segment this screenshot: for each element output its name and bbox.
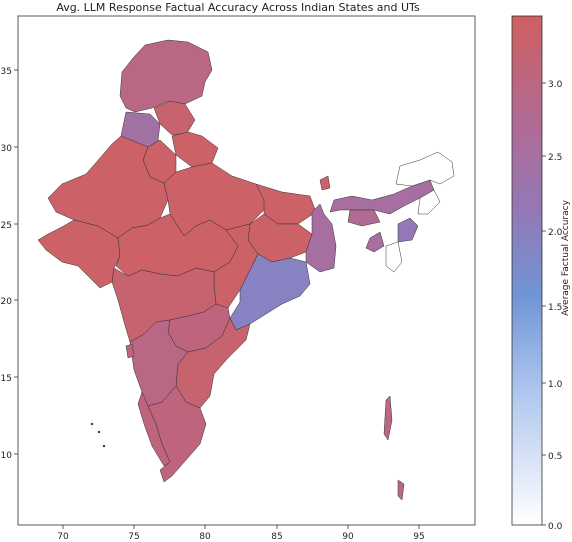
y-tick: 30 [1,144,18,154]
colorbar-tick-label: 0.0 [548,522,563,532]
region-andaman-nicobar [383,395,405,501]
x-tick: 80 [199,525,211,542]
region-tripura [365,231,385,253]
x-tick-label: 70 [57,532,69,542]
y-tick-label: 30 [1,144,13,154]
colorbar-tick-label: 3.0 [548,80,563,90]
colorbar: 0.0 0.5 1.0 1.5 2.0 2.5 3.0 Average Fact… [511,15,571,532]
y-axis: 35 30 25 20 15 10 [1,67,18,461]
chart-title: Avg. LLM Response Factual Accuracy Acros… [56,1,420,14]
region-mizoram [385,241,403,273]
colorbar-tick: 0.5 [542,452,562,462]
region-tamil-nadu [147,385,207,483]
colorbar-tick: 0.0 [542,522,563,532]
colorbar-tick-label: 1.0 [548,380,563,390]
region-nagaland [417,189,441,215]
x-tick-label: 85 [271,532,282,542]
x-tick-label: 80 [199,532,211,542]
y-tick: 20 [1,297,18,307]
colorbar-tick: 2.0 [542,228,563,238]
x-tick: 75 [128,525,140,542]
region-manipur [397,217,419,243]
lakshadweep-islet [102,444,106,448]
colorbar-tick-label: 0.5 [548,452,562,462]
colorbar-tick: 3.0 [542,80,563,90]
region-meghalaya [347,209,381,227]
x-tick: 85 [271,525,283,542]
colorbar-tick-label: 2.0 [548,228,563,238]
x-axis: 70 75 80 85 90 95 [57,525,425,542]
lakshadweep-islet [90,422,94,426]
colorbar-tick-label: 1.5 [548,303,562,313]
region-sikkim [319,175,331,191]
y-tick: 35 [1,67,18,77]
region-odisha [229,253,311,331]
y-tick-label: 25 [1,221,12,231]
y-tick: 10 [1,451,18,461]
x-tick-label: 75 [128,532,139,542]
region-himachal-pradesh [153,100,196,136]
colorbar-tick-label: 2.5 [548,153,562,163]
region-uttarakhand [171,131,219,168]
india-map [37,39,455,501]
x-tick-label: 90 [342,532,354,542]
x-tick-label: 95 [413,532,424,542]
region-goa [125,343,135,359]
x-tick: 70 [57,525,69,542]
region-arunachal-pradesh [395,151,455,187]
y-tick: 15 [1,374,18,384]
colorbar-tick: 1.5 [542,303,562,313]
region-west-bengal [305,203,337,273]
colorbar-tick: 2.5 [542,153,562,163]
colorbar-label: Average Factual Accuracy [561,199,571,316]
x-tick: 95 [413,525,425,542]
y-tick-label: 15 [1,374,12,384]
region-karnataka [129,319,189,407]
y-tick-label: 20 [1,297,13,307]
y-tick-label: 35 [1,67,12,77]
colorbar-gradient [511,15,543,526]
y-tick: 25 [1,221,18,231]
colorbar-tick: 1.0 [542,380,563,390]
lakshadweep-islet [97,430,101,434]
y-tick-label: 10 [1,451,13,461]
x-tick: 90 [342,525,354,542]
